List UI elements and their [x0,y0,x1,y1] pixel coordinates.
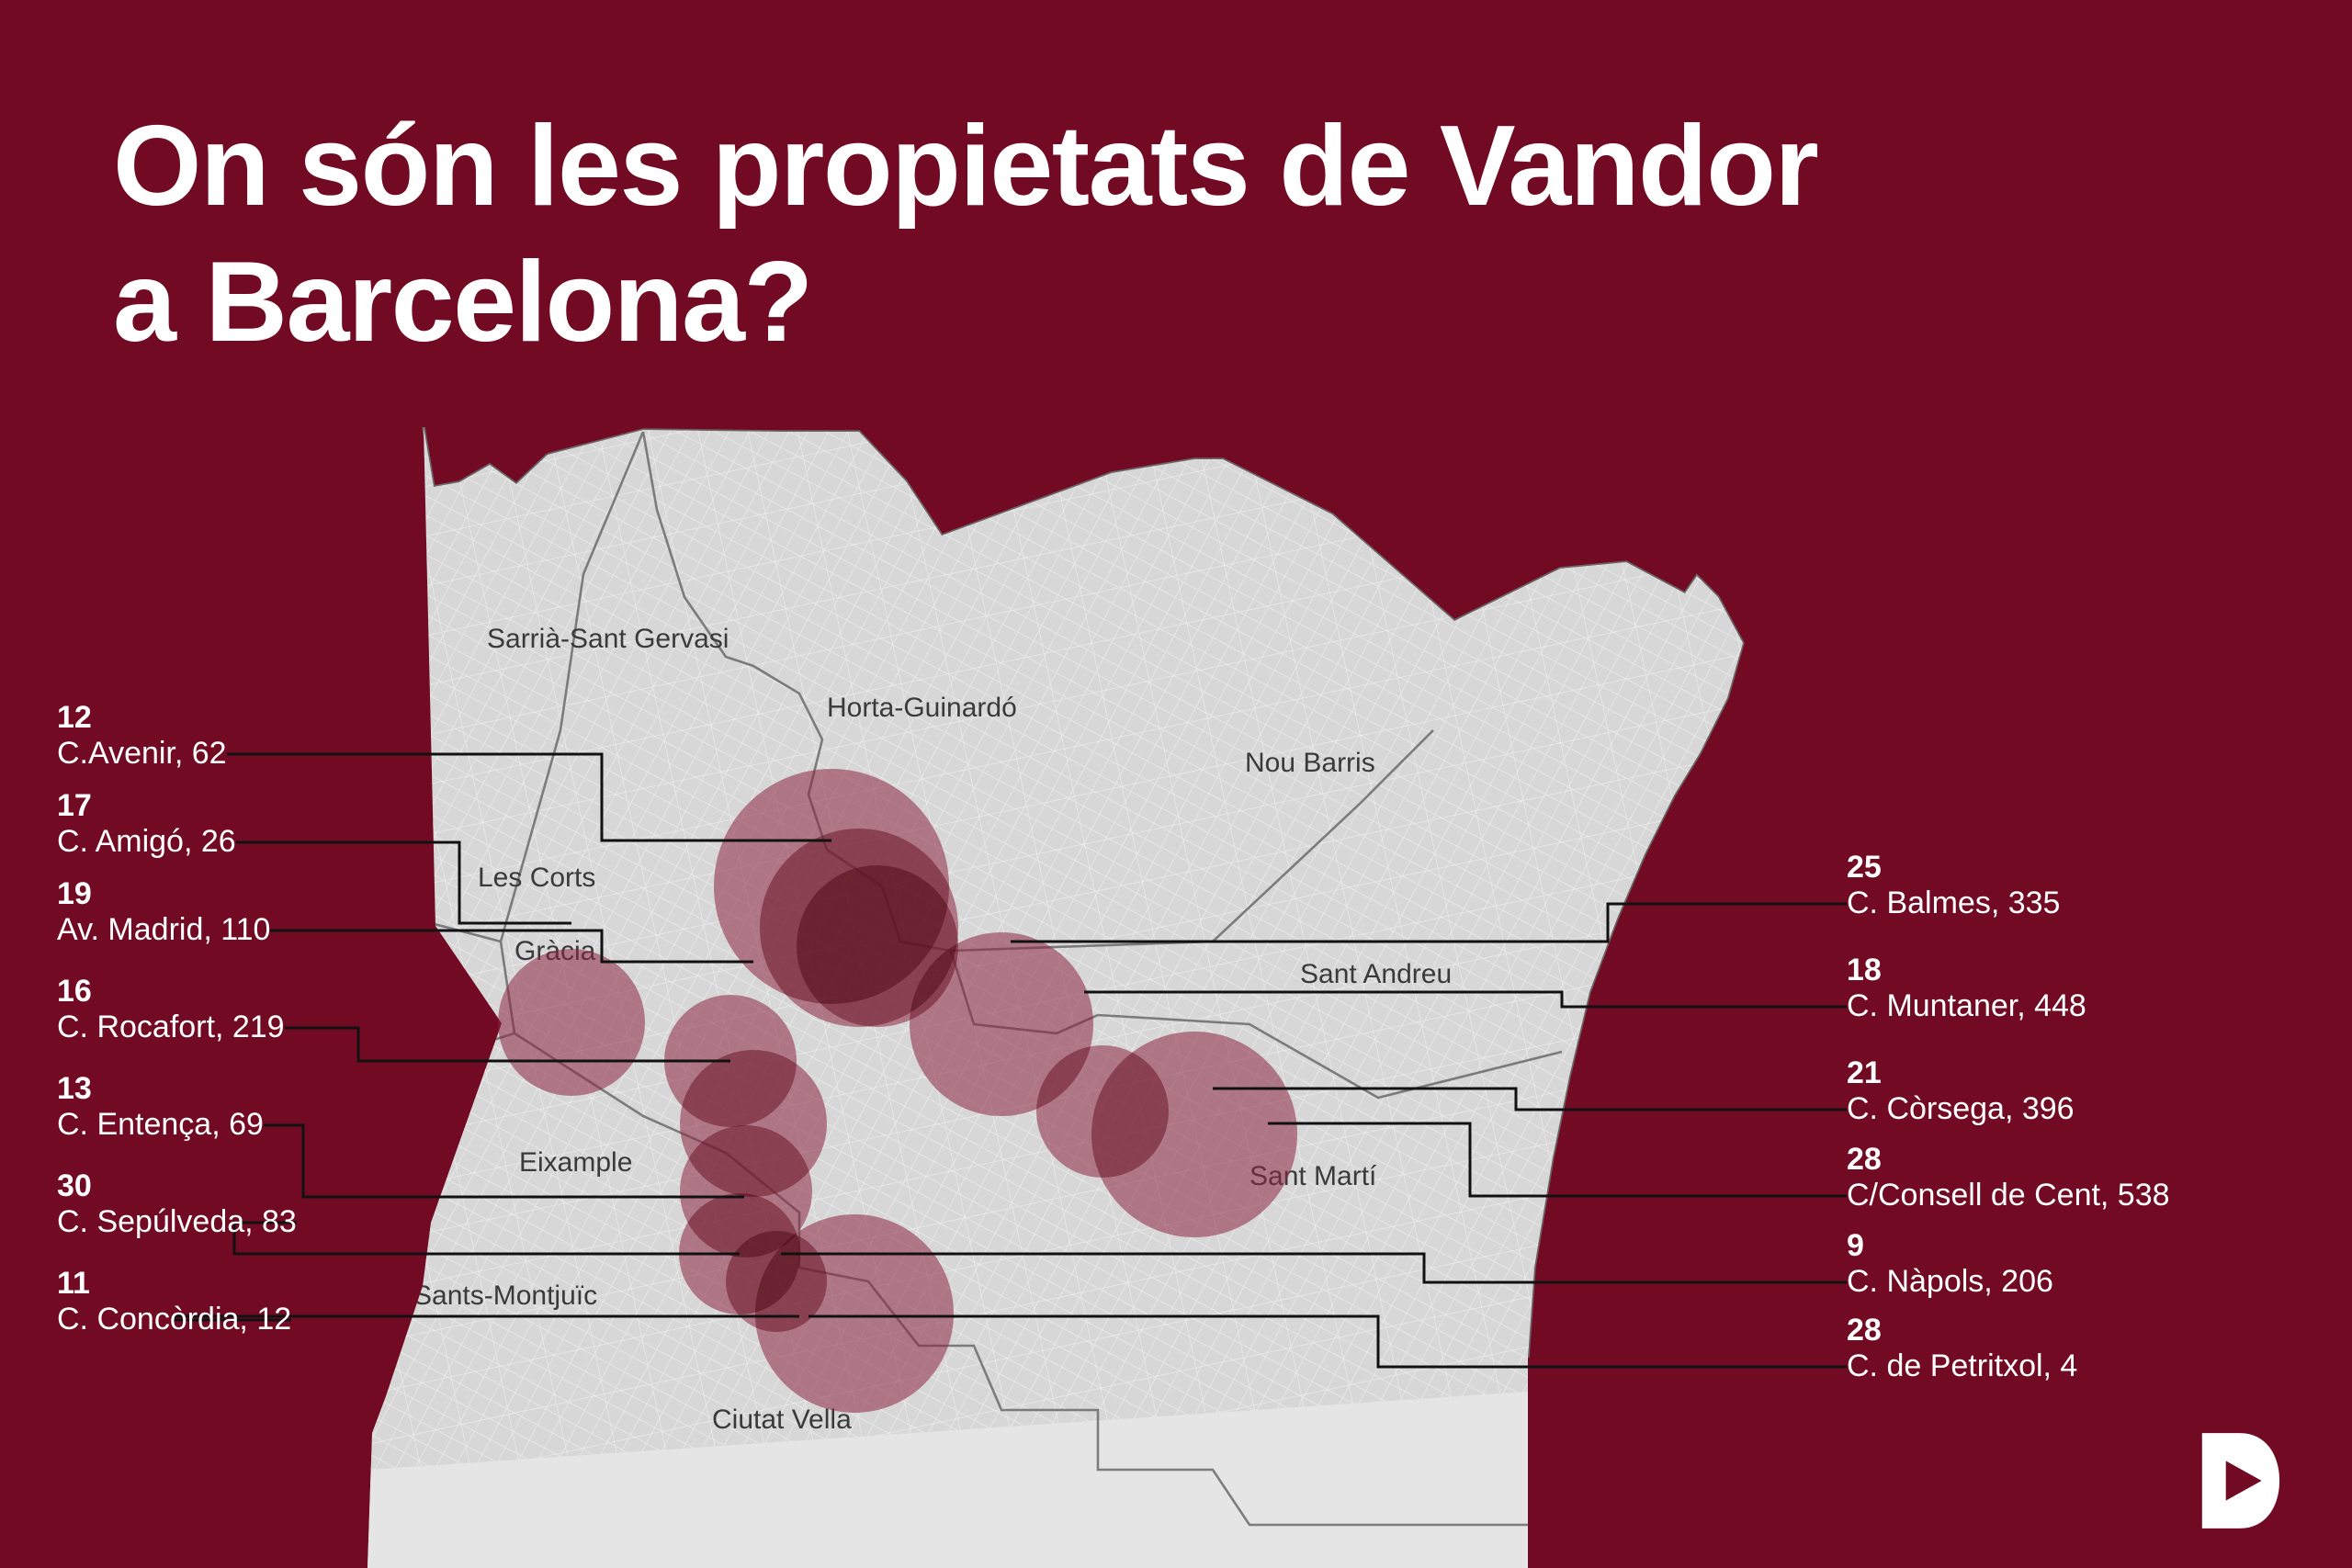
svg-text:Sant Andreu: Sant Andreu [1300,959,1452,989]
svg-text:Nou Barris: Nou Barris [1245,748,1375,778]
svg-text:Eixample: Eixample [519,1147,632,1178]
svg-text:Sarrià-Sant Gervasi: Sarrià-Sant Gervasi [487,624,729,654]
svg-text:Les Corts: Les Corts [478,863,595,893]
svg-text:Horta-Guinardó: Horta-Guinardó [827,693,1017,723]
